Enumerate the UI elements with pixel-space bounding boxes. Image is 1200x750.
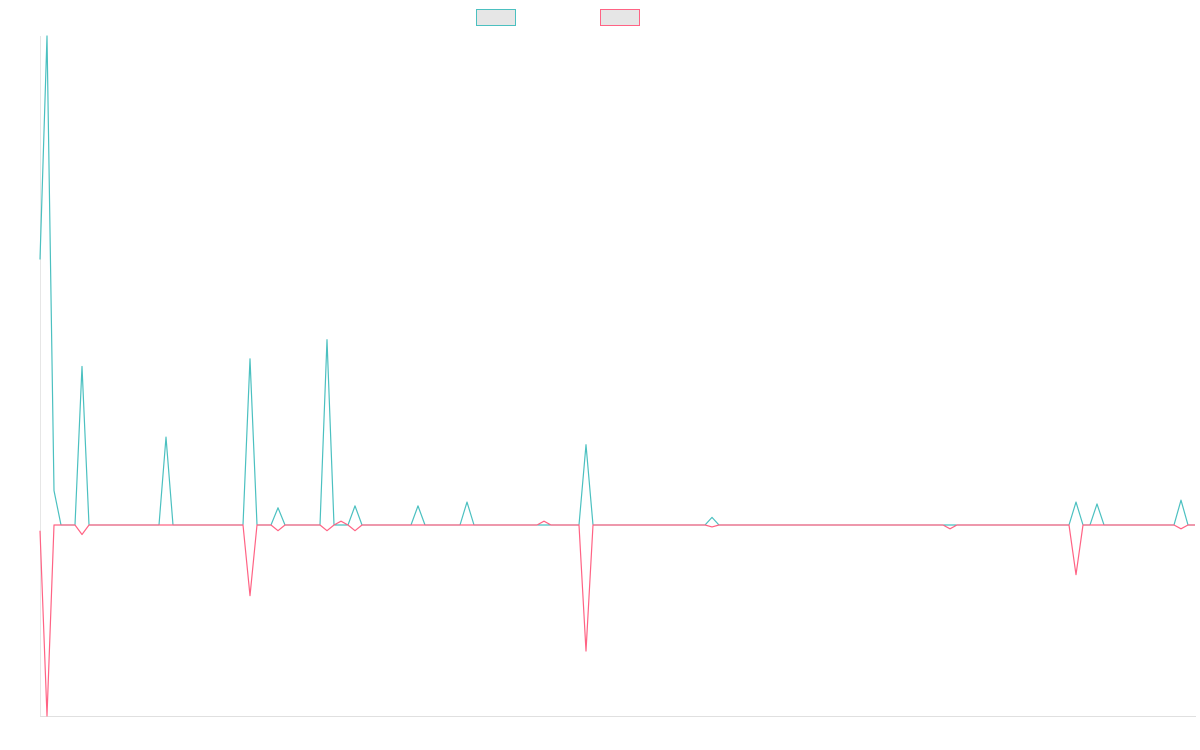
legend-swatch: [476, 9, 516, 26]
series-line: [39, 520, 1195, 717]
series-line: [39, 35, 1195, 526]
legend-swatch: [600, 9, 640, 26]
